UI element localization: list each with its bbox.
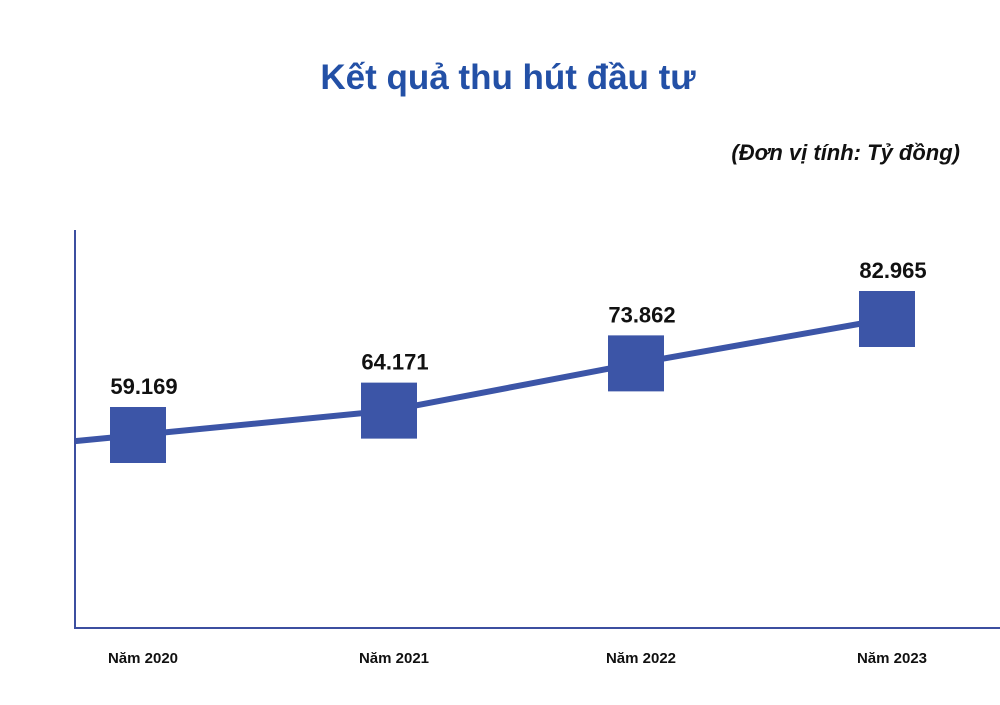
data-label: 73.862: [608, 302, 675, 327]
chart-title: Kết quả thu hút đầu tư: [320, 58, 696, 97]
data-point-marker: [361, 382, 417, 439]
x-tick-label: Năm 2023: [857, 650, 927, 667]
data-label: 82.965: [859, 258, 926, 283]
x-tick-label: Năm 2021: [359, 650, 429, 667]
data-point-marker: [608, 335, 664, 392]
data-point-marker: [110, 407, 166, 463]
unit-note: (Đơn vị tính: Tỷ đồng): [731, 140, 960, 165]
series-line: [74, 316, 888, 445]
x-tick-label: Năm 2022: [606, 650, 676, 667]
data-label: 59.169: [110, 374, 177, 399]
data-point-marker: [859, 291, 915, 347]
x-tick-label: Năm 2020: [108, 650, 178, 667]
data-label: 64.171: [361, 350, 428, 375]
